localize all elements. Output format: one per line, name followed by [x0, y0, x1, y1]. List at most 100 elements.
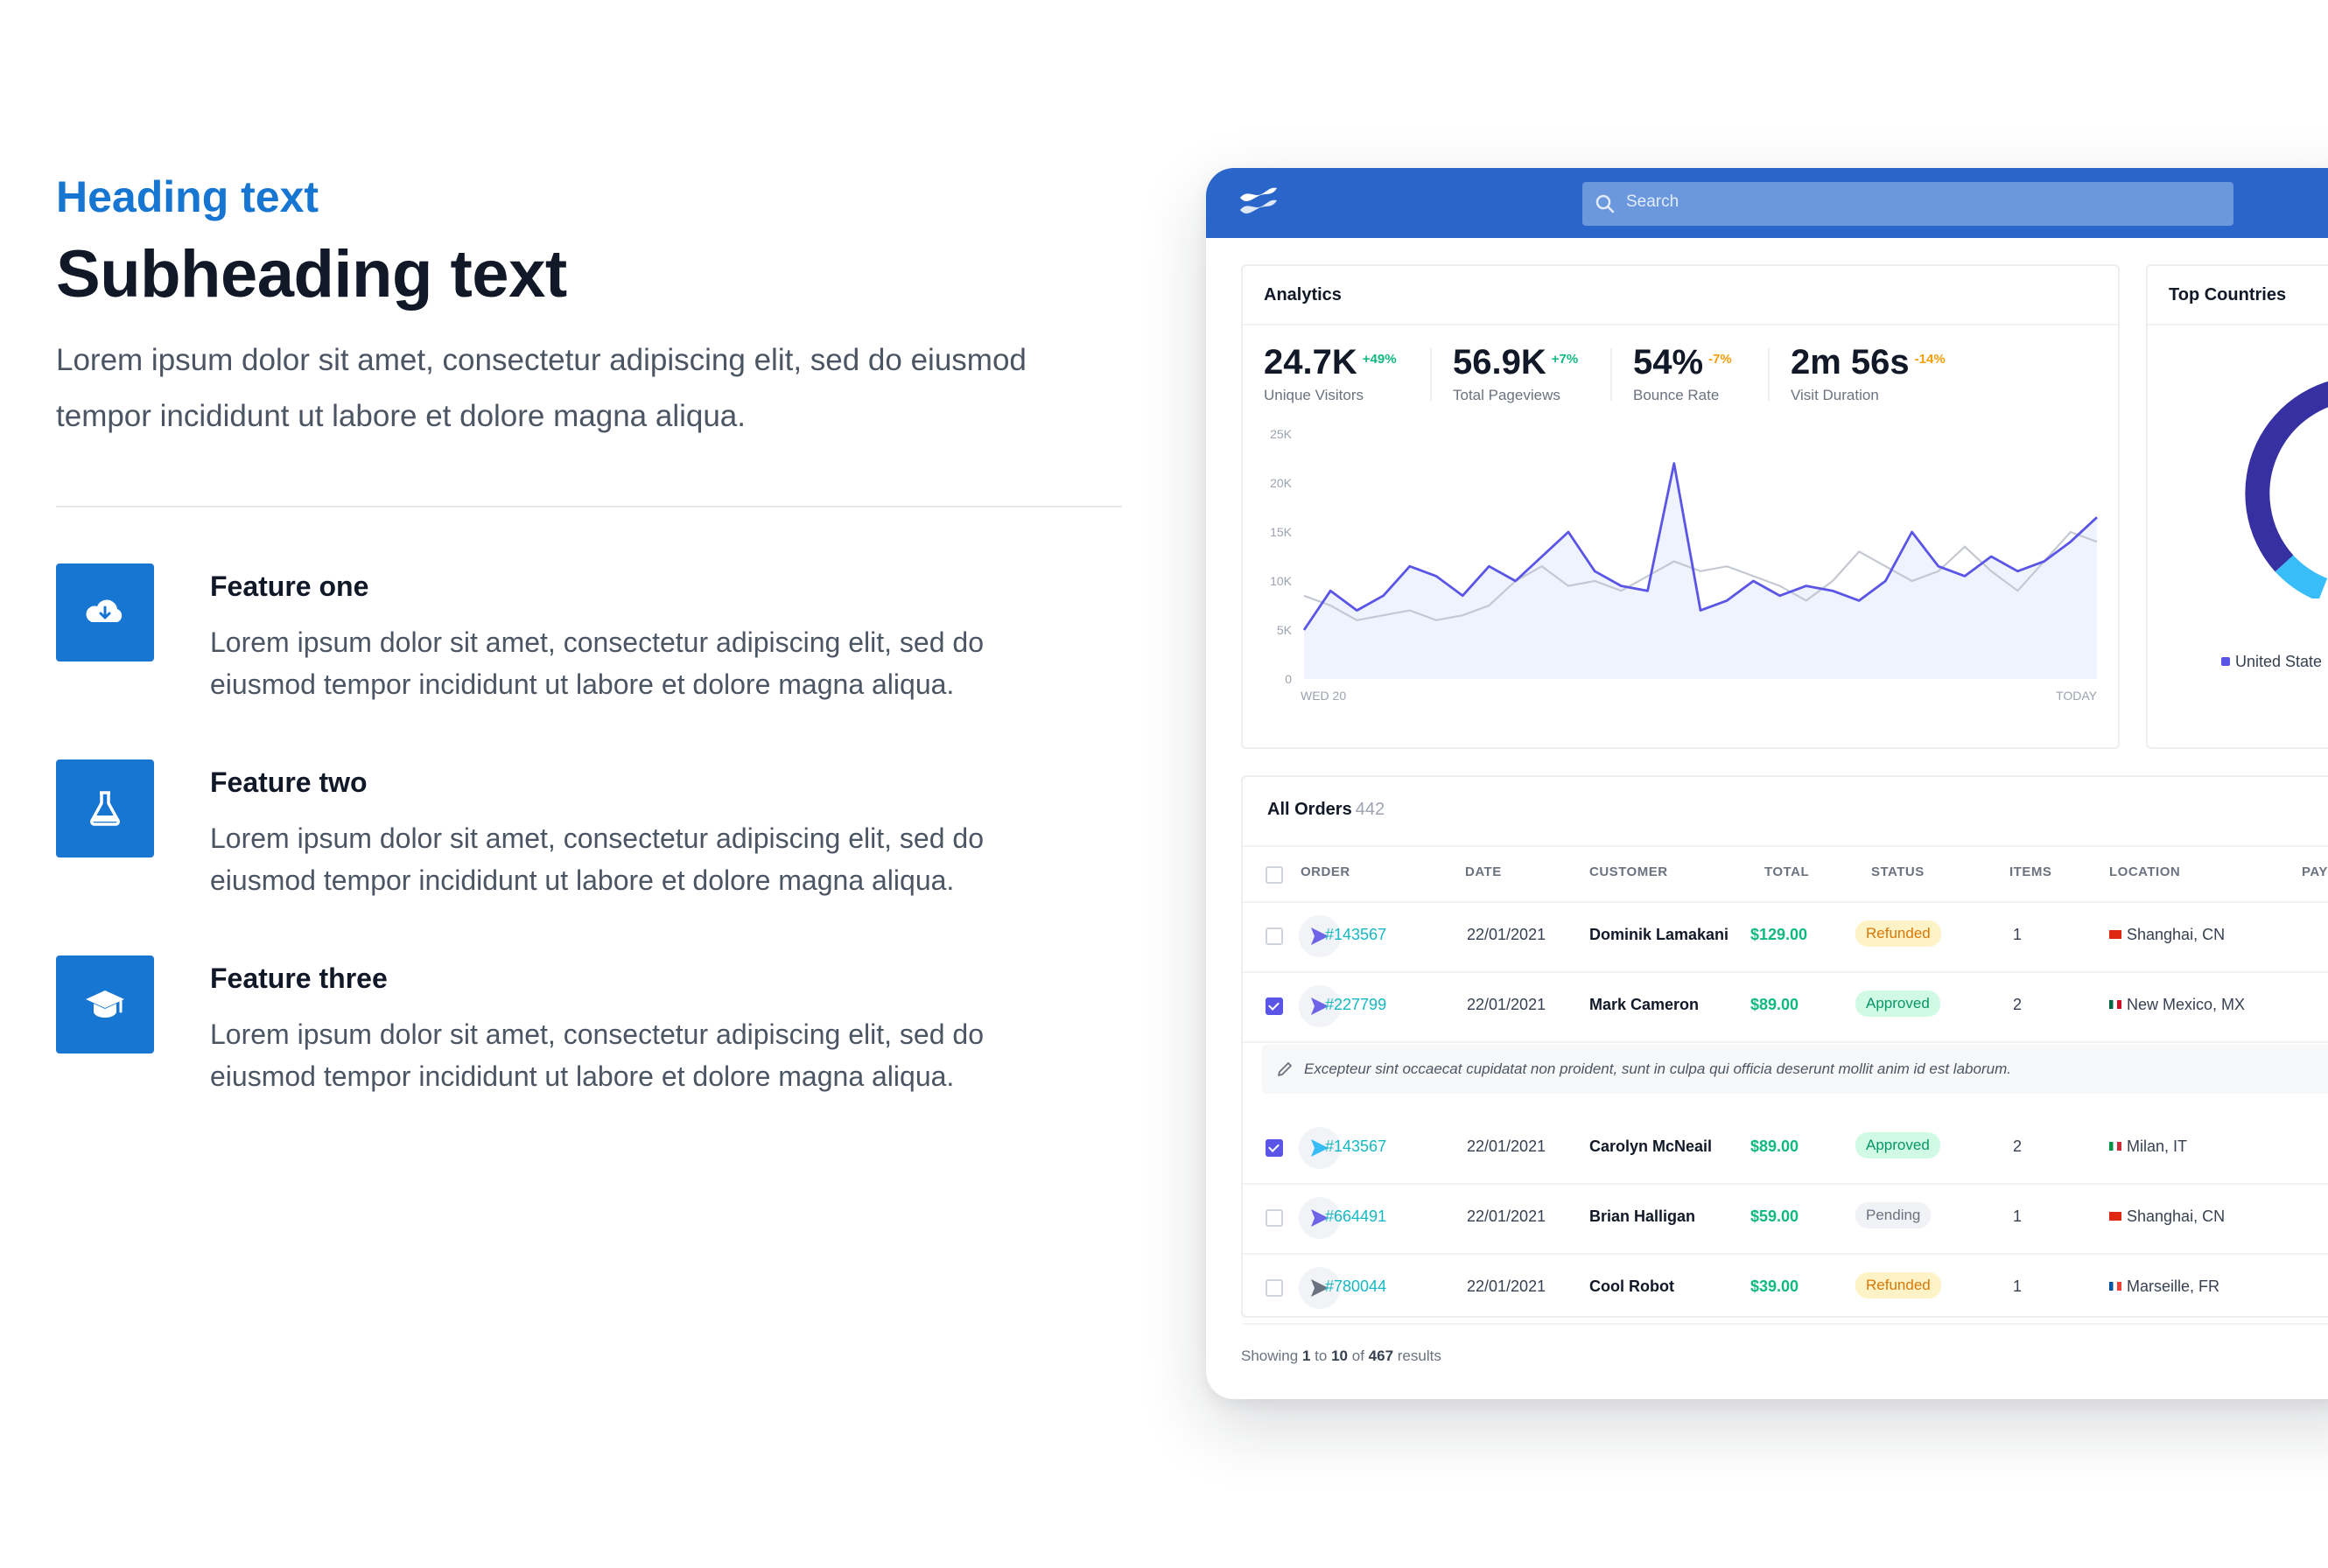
orders-panel: All Orders 442 ORDER DATE CUSTOMER TOTAL …	[1241, 775, 2328, 1325]
column-header[interactable]: DATE	[1465, 864, 1502, 879]
footer-word: results	[1397, 1348, 1441, 1364]
order-id[interactable]: #143567	[1325, 926, 1387, 943]
order-date: 22/01/2021	[1467, 1208, 1546, 1225]
table-row[interactable]: #143567 22/01/2021 Carolyn McNeail $89.00 Ap…	[1243, 1113, 2328, 1185]
series-line-primary	[1302, 462, 2098, 631]
row-checkbox[interactable]	[1266, 928, 1283, 945]
feature-item: Feature one Lorem ipsum dolor sit amet, …	[56, 564, 1124, 760]
column-header[interactable]: STATUS	[1871, 864, 1925, 879]
stat-separator	[1430, 348, 1432, 401]
heading: Heading text	[56, 172, 319, 221]
panel-title: Top Countries	[2169, 285, 2287, 304]
row-checkbox[interactable]	[1266, 998, 1283, 1015]
send-icon[interactable]	[1299, 985, 1341, 1027]
order-total: $59.00	[1750, 1208, 1799, 1225]
stat-separator	[1610, 348, 1612, 401]
order-id[interactable]: #780044	[1325, 1278, 1387, 1295]
send-icon[interactable]	[1299, 1197, 1341, 1239]
feature-description: Lorem ipsum dolor sit amet, consectetur …	[210, 822, 984, 896]
location: Marseille, FR	[2109, 1278, 2219, 1296]
graduation-cap-icon	[56, 956, 154, 1054]
location-text: Milan, IT	[2127, 1138, 2188, 1155]
table-row[interactable]: #664491 22/01/2021 Brian Halligan $59.00 Pen…	[1243, 1183, 2328, 1255]
stat-value: 54%	[1633, 343, 1704, 382]
dashboard-preview: Search Analytics 24.7K +49% Unique Visito…	[1206, 168, 2328, 1399]
flag-icon	[2109, 1142, 2121, 1151]
column-header[interactable]: ITEMS	[2009, 864, 2052, 879]
stat-label: Bounce Rate	[1633, 387, 1720, 403]
feature-description: Lorem ipsum dolor sit amet, consectetur …	[210, 626, 984, 700]
pencil-icon	[1278, 1062, 1292, 1076]
column-header[interactable]: ORDER	[1301, 864, 1350, 879]
stat-label: Total Pageviews	[1453, 387, 1560, 403]
feature-title: Feature one	[210, 570, 369, 602]
order-date: 22/01/2021	[1467, 996, 1546, 1013]
table-row[interactable]: #780044 22/01/2021 Cool Robot $39.00 Refunde…	[1243, 1253, 2328, 1325]
flag-icon	[2109, 1000, 2121, 1009]
table-header: ORDER DATE CUSTOMER TOTAL STATUS ITEMS L…	[1243, 845, 2328, 903]
status-badge: Refunded	[1855, 920, 1941, 947]
column-header[interactable]: CUSTOMER	[1589, 864, 1668, 879]
analytics-line-chart: 0 5K 10K 15K 20K 25K WED 20 TODAY	[1270, 427, 2098, 703]
subheading: Subheading text	[56, 237, 567, 312]
feature-title: Feature three	[210, 962, 388, 994]
order-total: $129.00	[1750, 926, 1808, 943]
orders-title: All Orders 442	[1267, 800, 1385, 820]
send-icon[interactable]	[1299, 1267, 1341, 1309]
row-checkbox[interactable]	[1266, 1139, 1283, 1157]
stat-bounce-rate: 54% -7% Bounce Rate	[1633, 341, 1732, 404]
send-icon[interactable]	[1299, 915, 1341, 957]
customer-name: Dominik Lamakani	[1589, 926, 1729, 943]
order-total: $89.00	[1750, 996, 1799, 1013]
flag-icon	[2109, 1282, 2121, 1291]
panel-title: Analytics	[1264, 285, 1342, 304]
order-id[interactable]: #664491	[1325, 1208, 1387, 1225]
select-all-checkbox[interactable]	[1266, 866, 1283, 884]
lead-paragraph: Lorem ipsum dolor sit amet, consectetur …	[56, 343, 1027, 433]
item-count: 1	[2013, 926, 2023, 943]
search-input[interactable]: Search	[1582, 182, 2233, 226]
logo-icon[interactable]	[1238, 186, 1280, 221]
order-date: 22/01/2021	[1467, 1278, 1546, 1295]
table-row[interactable]: #227799 22/01/2021 Mark Cameron $89.00 Appro…	[1243, 971, 2328, 1043]
footer-word: to	[1315, 1348, 1328, 1364]
send-icon[interactable]	[1299, 1127, 1341, 1169]
feature-description: Lorem ipsum dolor sit amet, consectetur …	[210, 1018, 984, 1092]
status-badge: Approved	[1855, 990, 1940, 1017]
footer-word: of	[1351, 1348, 1364, 1364]
feature-title: Feature two	[210, 766, 368, 798]
stat-delta: +49%	[1362, 352, 1397, 367]
legend-label: United State	[2235, 653, 2323, 670]
order-total: $39.00	[1750, 1278, 1799, 1295]
customer-name: Carolyn McNeail	[1589, 1138, 1713, 1155]
feature-item: Feature two Lorem ipsum dolor sit amet, …	[56, 760, 1124, 956]
column-header[interactable]: TOTAL	[1764, 864, 1810, 879]
column-header[interactable]: PAYI	[2302, 864, 2328, 879]
stat-label: Unique Visitors	[1264, 387, 1364, 403]
stat-separator	[1768, 348, 1770, 401]
orders-count: 442	[1355, 800, 1385, 819]
row-checkbox[interactable]	[1266, 1279, 1283, 1297]
hero-section: Heading text Subheading text Lorem ipsum…	[56, 166, 1124, 1152]
location: New Mexico, MX	[2109, 996, 2245, 1014]
order-id[interactable]: #227799	[1325, 996, 1387, 1013]
order-total: $89.00	[1750, 1138, 1799, 1155]
feature-item: Feature three Lorem ipsum dolor sit amet…	[56, 956, 1124, 1152]
column-header[interactable]: LOCATION	[2109, 864, 2181, 879]
location-text: Shanghai, CN	[2127, 926, 2226, 943]
stat-unique-visitors: 24.7K +49% Unique Visitors	[1264, 341, 1397, 404]
row-checkbox[interactable]	[1266, 1209, 1283, 1227]
note-text: Excepteur sint occaecat cupidatat non pr…	[1304, 1060, 2011, 1077]
flask-icon	[56, 760, 154, 858]
table-row[interactable]: #143567 22/01/2021 Dominik Lamakani $129.00…	[1243, 901, 2328, 973]
order-id[interactable]: #143567	[1325, 1138, 1387, 1155]
y-tick-label: 0	[1285, 672, 1292, 686]
y-tick-label: 15K	[1270, 525, 1293, 539]
location-text: Shanghai, CN	[2127, 1208, 2226, 1225]
y-tick-label: 20K	[1270, 476, 1293, 490]
donut-chart	[2245, 381, 2328, 598]
location: Shanghai, CN	[2109, 1208, 2225, 1226]
flag-icon	[2109, 1212, 2121, 1221]
stat-value: 56.9K	[1453, 343, 1546, 382]
orders-title-text: All Orders	[1267, 800, 1352, 819]
